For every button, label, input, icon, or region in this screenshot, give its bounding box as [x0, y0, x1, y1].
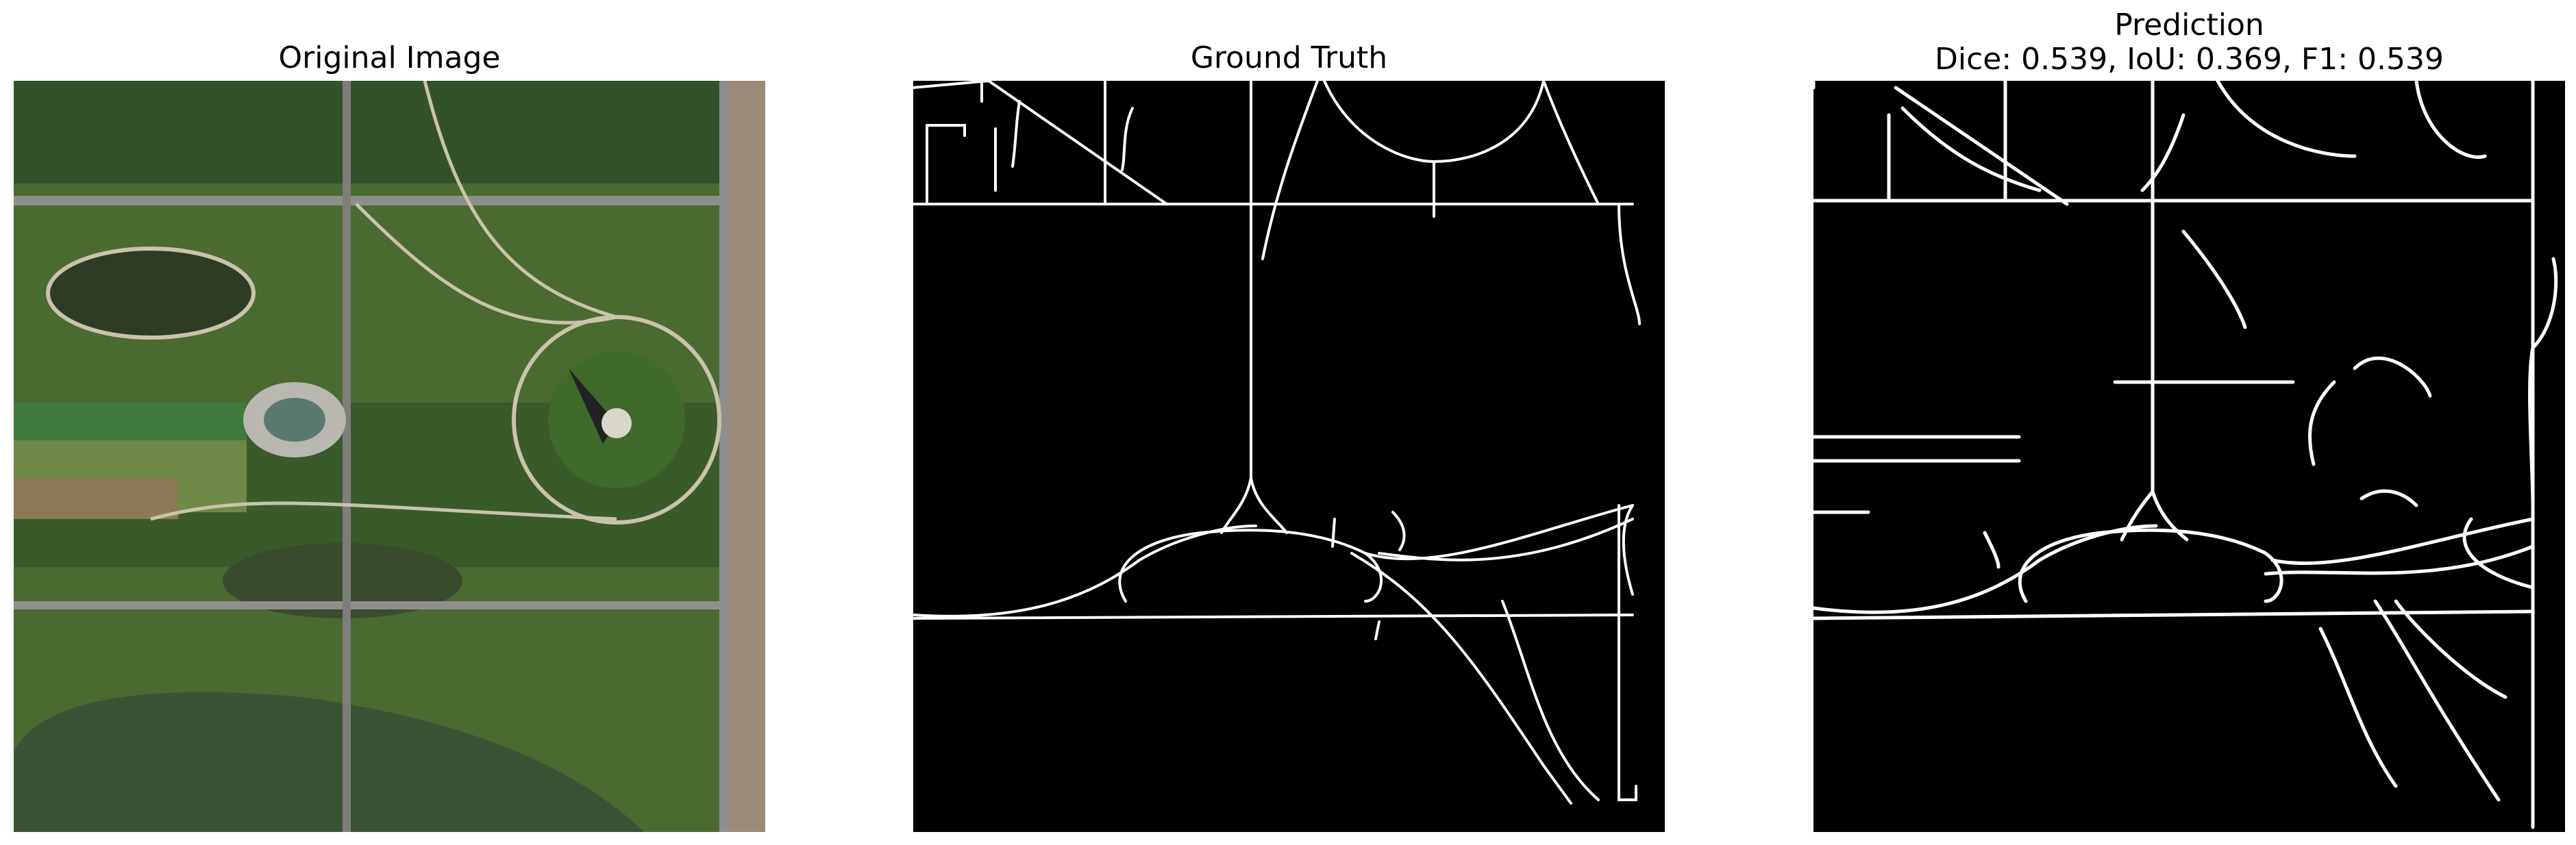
- original-image-panel: [14, 81, 765, 832]
- prediction-panel: [1813, 81, 2565, 832]
- ground-truth-mask: [913, 81, 1665, 832]
- aerial-photo: [14, 81, 765, 832]
- prediction-mask: [1813, 81, 2565, 832]
- prediction-metrics: Dice: 0.539, IoU: 0.369, F1: 0.539: [1934, 42, 2444, 77]
- prediction-title: Prediction: [2114, 8, 2264, 42]
- ground-truth-title: Ground Truth: [1190, 40, 1388, 75]
- ground-truth-panel: [913, 81, 1665, 832]
- original-image-title: Original Image: [278, 40, 501, 75]
- prediction-title-block: Prediction Dice: 0.539, IoU: 0.369, F1: …: [1813, 8, 2565, 77]
